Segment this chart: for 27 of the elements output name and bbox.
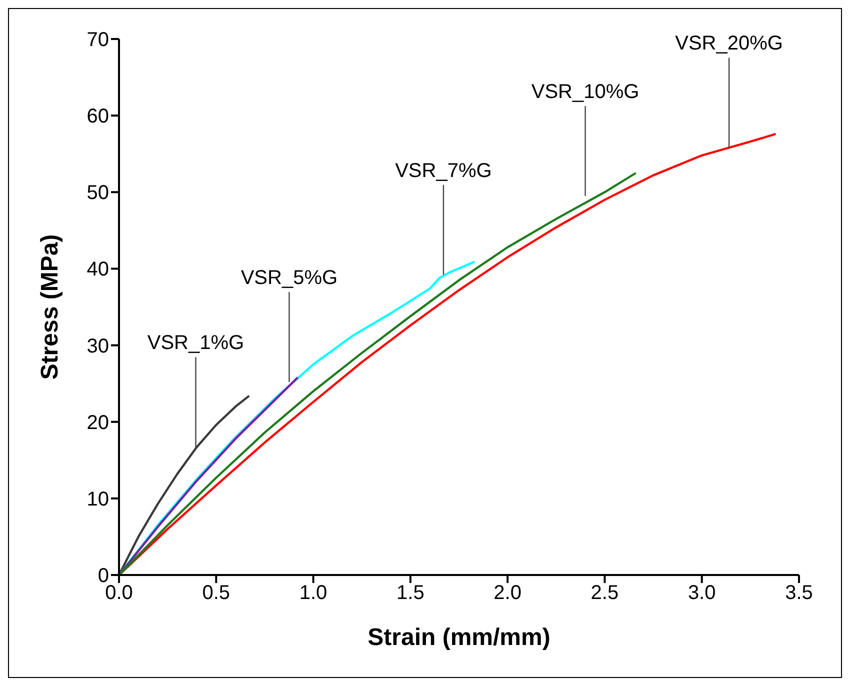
y-axis-title: Stress (MPa) <box>36 234 64 380</box>
x-axis-title: Strain (mm/mm) <box>368 624 550 651</box>
x-tick-label: 2.0 <box>494 582 522 604</box>
y-tick-label: 40 <box>86 258 109 281</box>
line-series <box>119 376 299 575</box>
y-tick-label: 10 <box>86 488 109 510</box>
x-tick-label: 0.5 <box>202 582 230 604</box>
line-series <box>119 132 777 575</box>
x-tick-label: 1.0 <box>299 582 328 604</box>
x-tick-label: 2.5 <box>590 582 619 604</box>
callout-pointer: VSR_7%G <box>395 160 492 275</box>
y-tick-label: 50 <box>86 182 109 204</box>
annotation: VSR_7%G <box>395 160 492 182</box>
y-tick-label: 70 <box>86 29 109 51</box>
annotation: VSR_10%G <box>531 80 640 103</box>
y-tick-label: 30 <box>86 335 109 358</box>
annotation: VSR_20%G <box>675 32 783 55</box>
annotation: VSR_5%G <box>240 267 338 290</box>
callout-pointer: VSR_20%G <box>675 32 783 148</box>
x-tick-label: 3.5 <box>785 582 813 604</box>
y-tick-label: 60 <box>86 106 109 128</box>
annotation: VSR_1%G <box>147 332 244 354</box>
y-tick-label: 20 <box>86 412 109 434</box>
x-tick-label: 3.0 <box>688 582 716 604</box>
callout-pointer: VSR_10%G <box>531 80 640 196</box>
x-tick-label: 1.5 <box>396 582 424 604</box>
callout-pointer: VSR_1%G <box>147 332 244 448</box>
